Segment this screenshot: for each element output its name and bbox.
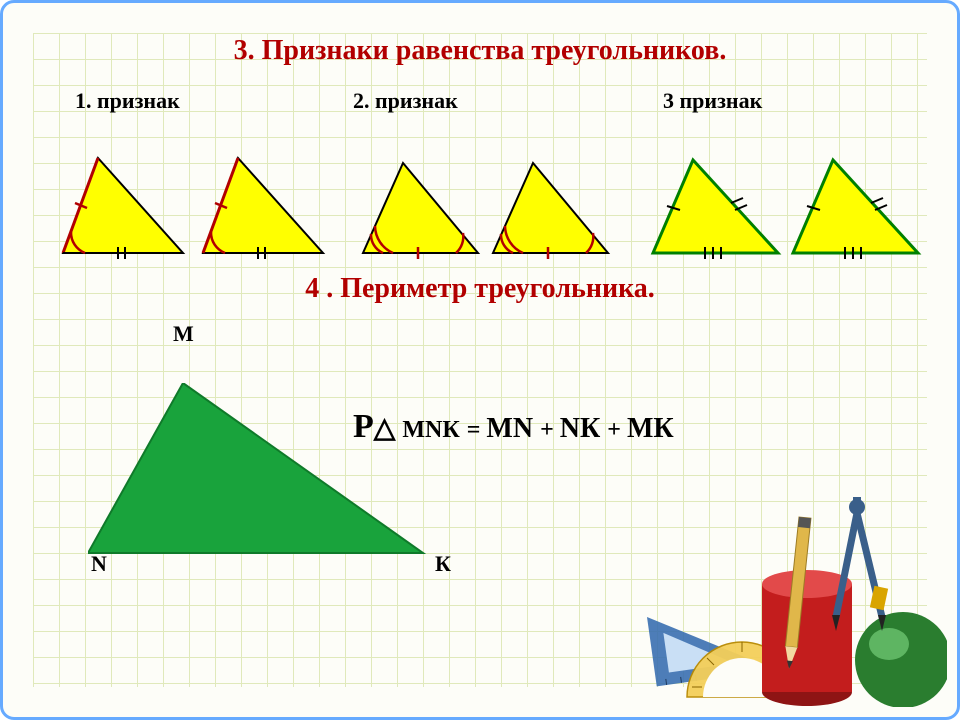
math-tools-illustration — [627, 477, 947, 707]
formula-triangle-glyph: △ — [374, 413, 396, 444]
section-3-title: 3. Признаки равенства треугольников. — [3, 35, 957, 67]
formula-subscript: МNК — [402, 417, 459, 443]
formula-term-3: МК — [627, 413, 674, 444]
formula-plus-1: + — [540, 417, 560, 443]
criterion-1-label: 1. признак — [75, 88, 180, 114]
congruence-triangles-row — [53, 148, 923, 268]
formula-term-2: NК — [560, 413, 601, 444]
formula-P: Р — [353, 408, 374, 445]
vertex-m-label: М — [173, 321, 194, 347]
formula-plus-2: + — [607, 417, 627, 443]
perimeter-formula: Р△ МNК = МN + NК + МК — [353, 408, 674, 446]
formula-term-1: МN — [486, 413, 533, 444]
criterion-3-label: 3 признак — [663, 88, 762, 114]
formula-eq: = — [467, 417, 487, 443]
criterion-2-label: 2. признак — [353, 88, 458, 114]
section-4-title: 4 . Периметр треугольника. — [3, 273, 957, 305]
